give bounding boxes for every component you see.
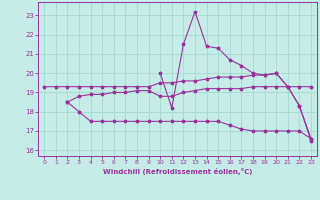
X-axis label: Windchill (Refroidissement éolien,°C): Windchill (Refroidissement éolien,°C) [103,168,252,175]
